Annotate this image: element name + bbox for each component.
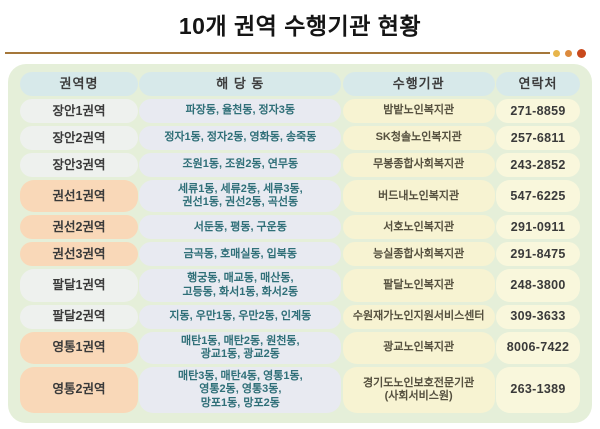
table-row: 팔달2권역 지동, 우만1동, 우만2동, 인계동 수원재가노인지원서비스센터 309… [20, 304, 580, 329]
contact-cell: 309-3633 [495, 304, 580, 329]
table-row: 권선2권역 서둔동, 평동, 구운동 서호노인복지관 291-0911 [20, 215, 580, 240]
divider-dot-2 [565, 49, 572, 57]
header-cell-region: 권역명 [20, 72, 138, 96]
contact-cell: 8006-7422 [495, 331, 580, 365]
agency-cell: 경기도노인보호전문기관 (사회서비스원) [342, 367, 495, 413]
dong-cell: 행궁동, 매교동, 매산동, 고등동, 화서1동, 화서2동 [139, 269, 342, 302]
table-container: 권역명 해 당 동 수행기관 연락처 장안1권역 파장동, 율천동, 정자3동 밤밭… [8, 64, 592, 423]
region-cell: 팔달2권역 [20, 304, 138, 329]
region-cell: 팔달1권역 [20, 269, 138, 302]
agency-cell: 수원재가노인지원서비스센터 [342, 304, 495, 329]
dong-cell: 서둔동, 평동, 구운동 [139, 215, 342, 240]
table-row: 팔달1권역 행궁동, 매교동, 매산동, 고등동, 화서1동, 화서2동 팔달노인복지… [20, 269, 580, 302]
agency-cell: 능실종합사회복지관 [342, 242, 495, 267]
header-cell-contact: 연락처 [495, 72, 580, 96]
contact-cell: 547-6225 [495, 180, 580, 213]
agency-cell: 무봉종합사회복지관 [342, 153, 495, 177]
contact-cell: 263-1389 [495, 367, 580, 413]
table-row: 장안3권역 조원1동, 조원2동, 연무동 무봉종합사회복지관 243-2852 [20, 153, 580, 177]
table-row: 권선1권역 세류1동, 세류2동, 세류3동, 권선1동, 권선2동, 곡선동 버드내… [20, 180, 580, 213]
dong-cell: 금곡동, 호매실동, 입북동 [139, 242, 342, 267]
dong-cell: 정자1동, 정자2동, 영화동, 송죽동 [139, 126, 342, 150]
header-cell-dongs: 해 당 동 [139, 72, 342, 96]
agency-cell: 밤밭노인복지관 [342, 99, 495, 123]
table-row: 영통1권역 매탄1동, 매탄2동, 원천동, 광교1동, 광교2동 광교노인복지관 80… [20, 331, 580, 365]
table-row: 장안1권역 파장동, 율천동, 정자3동 밤밭노인복지관 271-8859 [20, 99, 580, 123]
title-divider [5, 48, 586, 58]
dong-cell: 매탄1동, 매탄2동, 원천동, 광교1동, 광교2동 [139, 331, 342, 365]
agency-cell: 서호노인복지관 [342, 215, 495, 240]
region-cell: 권선1권역 [20, 180, 138, 213]
agency-cell: SK청솔노인복지관 [342, 126, 495, 150]
contact-cell: 248-3800 [495, 269, 580, 302]
divider-dot-1 [553, 49, 560, 57]
dong-cell: 세류1동, 세류2동, 세류3동, 권선1동, 권선2동, 곡선동 [139, 180, 342, 213]
table-row: 영통2권역 매탄3동, 매탄4동, 영통1동, 영통2동, 영통3동, 망포1동, 망… [20, 367, 580, 413]
region-cell: 영통2권역 [20, 367, 138, 413]
table-row: 장안2권역 정자1동, 정자2동, 영화동, 송죽동 SK청솔노인복지관 257-68… [20, 126, 580, 150]
header-cell-agency: 수행기관 [342, 72, 495, 96]
dong-cell: 매탄3동, 매탄4동, 영통1동, 영통2동, 영통3동, 망포1동, 망포2동 [139, 367, 342, 413]
agency-cell: 광교노인복지관 [342, 331, 495, 365]
table-body: 장안1권역 파장동, 율천동, 정자3동 밤밭노인복지관 271-8859 장안2권역 정… [20, 99, 580, 413]
dong-cell: 파장동, 율천동, 정자3동 [139, 99, 342, 123]
contact-cell: 257-6811 [495, 126, 580, 150]
contact-cell: 271-8859 [495, 99, 580, 123]
dong-cell: 지동, 우만1동, 우만2동, 인계동 [139, 304, 342, 329]
divider-line [5, 52, 550, 54]
contact-cell: 243-2852 [495, 153, 580, 177]
dong-cell: 조원1동, 조원2동, 연무동 [139, 153, 342, 177]
contact-cell: 291-8475 [495, 242, 580, 267]
agency-cell: 팔달노인복지관 [342, 269, 495, 302]
region-cell: 장안1권역 [20, 99, 138, 123]
page-title: 10개 권역 수행기관 현황 [178, 13, 422, 39]
divider-dot-3 [577, 48, 586, 58]
region-cell: 권선3권역 [20, 242, 138, 267]
table-row: 권선3권역 금곡동, 호매실동, 입북동 능실종합사회복지관 291-8475 [20, 242, 580, 267]
region-cell: 장안3권역 [20, 153, 138, 177]
table-header: 권역명 해 당 동 수행기관 연락처 [20, 72, 580, 96]
agency-cell: 버드내노인복지관 [342, 180, 495, 213]
contact-cell: 291-0911 [495, 215, 580, 240]
region-cell: 권선2권역 [20, 215, 138, 240]
region-cell: 장안2권역 [20, 126, 138, 150]
region-cell: 영통1권역 [20, 331, 138, 365]
